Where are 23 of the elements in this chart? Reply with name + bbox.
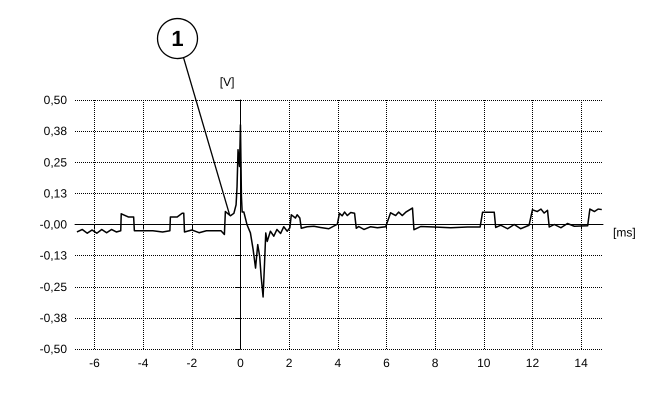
x-tick-label: 8 (432, 356, 439, 370)
y-tick-label: -0,00 (40, 218, 68, 232)
y-tick-label: -0,25 (40, 280, 68, 294)
x-tick-label: 4 (334, 356, 342, 370)
y-tick-label: 0,13 (44, 186, 68, 200)
x-tick-label: 10 (477, 356, 491, 370)
y-tick-label: -0,13 (40, 248, 68, 263)
x-tick-label: 6 (383, 356, 390, 370)
y-tick-label: -0,38 (40, 310, 68, 325)
x-tick-label: -4 (138, 356, 149, 370)
x-tick-label: 0 (237, 356, 244, 370)
y-tick-label: 0,38 (44, 124, 68, 138)
x-tick-label: -2 (186, 356, 198, 370)
x-tick-label: 12 (526, 356, 540, 370)
y-tick-label: -0,50 (40, 342, 68, 356)
y-axis-title: [V] (220, 75, 234, 89)
x-tick-label: 14 (574, 356, 588, 370)
x-tick-label: -6 (89, 356, 100, 370)
x-tick-label: 2 (286, 356, 293, 370)
x-axis-title: [ms] (613, 226, 636, 240)
annotation: 1 (171, 26, 184, 52)
y-tick-label: 0,50 (44, 93, 68, 107)
y-tick-label: 0,25 (44, 155, 68, 170)
